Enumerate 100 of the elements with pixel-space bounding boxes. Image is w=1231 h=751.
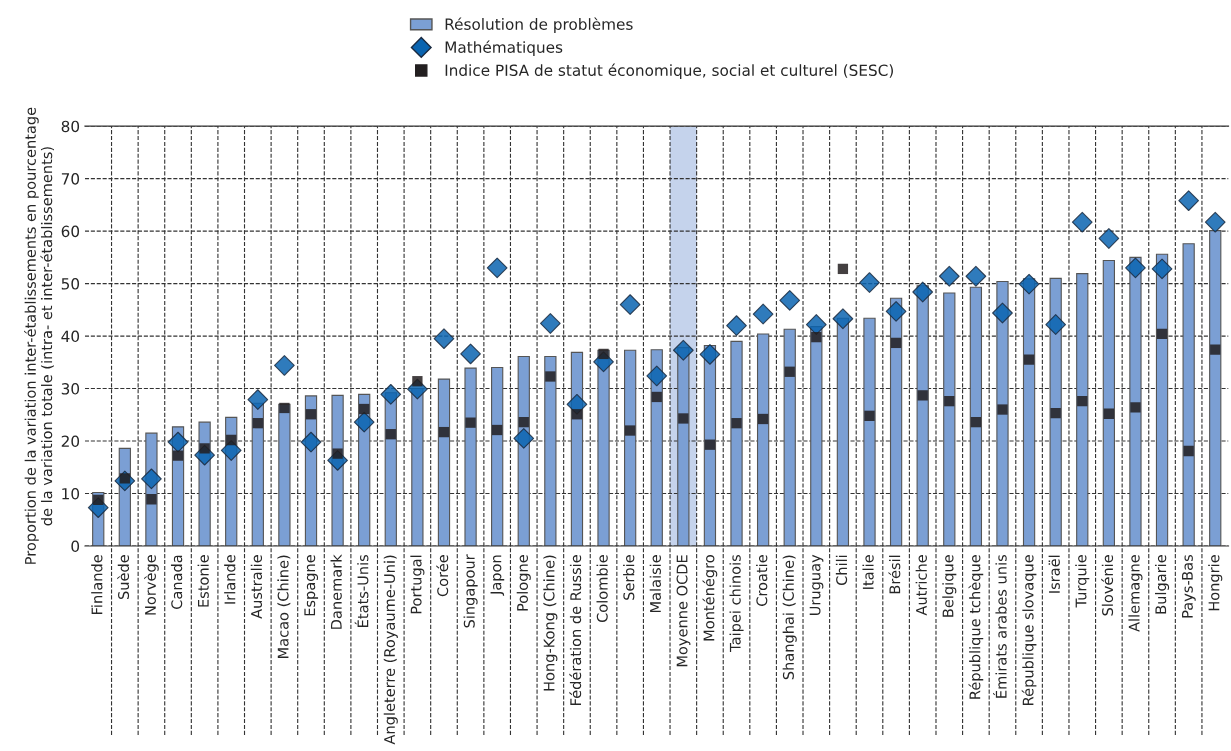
point [944,395,955,407]
point [704,439,716,450]
y-tick-label: 20 [61,435,80,448]
point [433,328,455,350]
x-tick-label: Israël [1048,555,1060,593]
bar [1076,273,1089,546]
point [1151,258,1173,280]
bar [783,328,796,546]
x-tick-label: Angleterre (Royaume-Uni) [383,555,398,745]
point [885,301,907,322]
point [672,339,694,361]
bar [863,317,876,546]
y-tick-label: 70 [61,173,80,185]
point [247,389,269,410]
bar [464,367,477,546]
point [1023,354,1035,365]
x-tick-label: Turquie [1075,555,1090,608]
point [571,409,583,420]
bar [756,333,770,546]
x-tick-label: Malaisie [649,555,661,613]
point [1156,328,1168,340]
x-tick-label: Slovénie [1101,555,1114,616]
point [1098,228,1120,249]
point [146,494,157,505]
bar [943,292,956,546]
x-tick-label: Belgique [942,555,957,617]
point [1130,402,1141,413]
point [1178,190,1200,212]
point [226,434,237,446]
point [651,391,662,403]
point [385,429,396,440]
point [938,265,960,287]
point [678,413,689,424]
y-tick-label: 60 [61,225,80,238]
point [699,344,721,365]
point [1018,273,1040,295]
point [965,265,987,287]
point [1103,408,1115,419]
y-tick-label: 10 [62,487,80,500]
x-tick-label: Hong-Kong (Chine) [543,555,558,691]
point [1183,445,1194,457]
y-tick-label: 30 [61,383,80,395]
point [1125,257,1146,279]
point [172,450,184,461]
point [460,343,481,365]
x-tick-label: Estonie [197,555,209,607]
x-tick-label: Bulgarie [1154,555,1170,614]
y-tick-label: 80 [61,120,80,133]
point [837,263,849,275]
x-tick-label: Taipei chinois [729,555,744,652]
point [917,390,928,401]
bar [1182,243,1195,546]
y-tick-label: 0 [71,540,80,552]
x-tick-label: Moyenne OCDE [676,555,691,667]
legend-label: Indice PISA de statut économique, social et culturel (SESC) [445,63,893,79]
x-tick-label: Allemagne [1128,555,1143,632]
point [1077,395,1088,407]
x-tick-label: Portugal [410,555,425,614]
y-tick-label: 40 [61,330,80,343]
point [1204,211,1226,233]
bar [544,355,557,546]
point [545,371,556,382]
bar [916,285,929,546]
legend-label: Mathématiques [445,40,563,56]
x-tick-label: Uruguay [809,554,824,616]
point [438,426,450,438]
bar [1022,278,1036,546]
point [332,448,343,459]
point [518,416,529,428]
x-tick-label: Fédération de Russie [569,555,582,705]
point [992,302,1013,324]
point [646,365,668,387]
point [279,402,290,414]
bar [1209,230,1222,546]
x-tick-label: Japon [490,555,505,596]
x-tick-label: Singapour [463,554,478,628]
x-tick-label: Serbie [623,555,635,600]
point [274,355,295,376]
point [811,331,822,343]
point [832,308,854,330]
bar [969,286,983,546]
x-tick-label: Irlande [224,555,236,604]
bar [996,280,1009,546]
y-tick-label: 50 [61,278,80,290]
point [890,337,902,349]
point [1071,211,1093,233]
point [486,257,508,279]
x-tick-label: Pays-Bas [1182,555,1196,618]
point [731,418,742,429]
point [305,409,317,420]
x-tick-label: Canada [170,555,183,609]
x-tick-label: Corée [436,555,449,597]
bar [491,367,504,546]
point [757,413,769,425]
point [864,410,875,421]
x-tick-label: Monténégro [702,555,718,641]
point [412,376,423,387]
point [1045,314,1067,335]
x-tick-label: Finlande [91,555,103,614]
x-tick-label: Shanghai (Chine) [782,555,797,680]
